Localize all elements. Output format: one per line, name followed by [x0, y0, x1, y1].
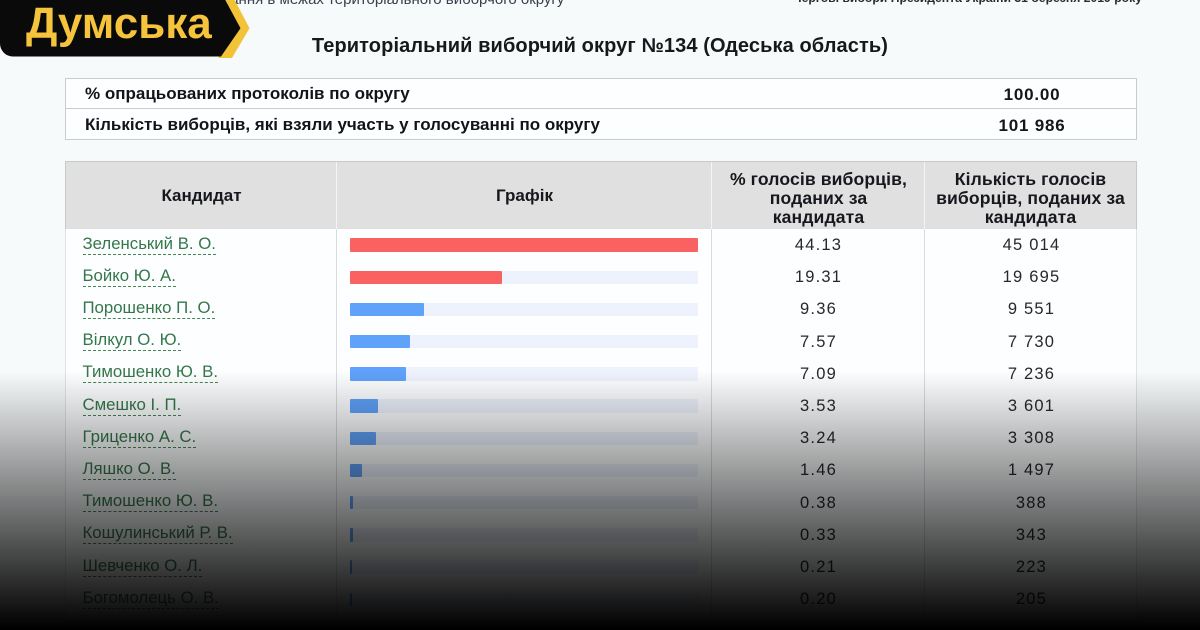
svg-text:Думська: Думська [26, 0, 212, 48]
